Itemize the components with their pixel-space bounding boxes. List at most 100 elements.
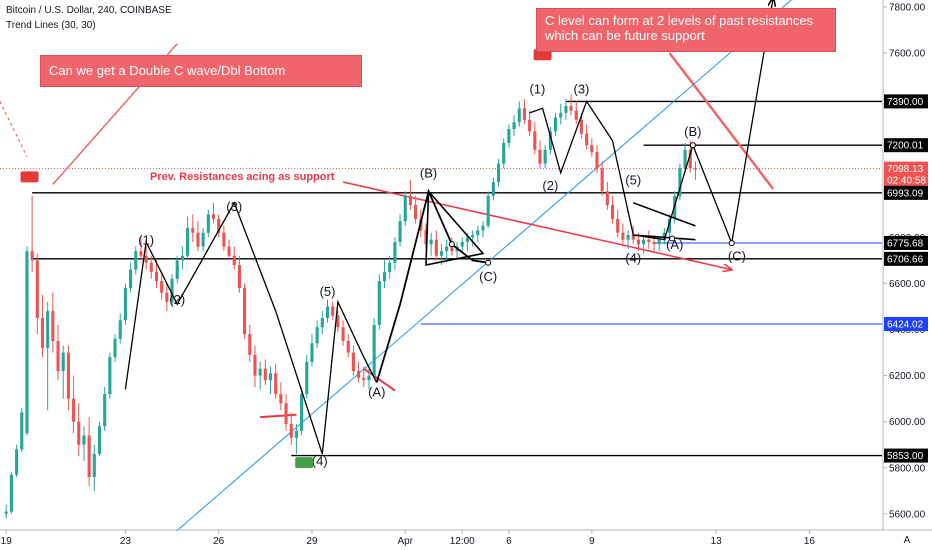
candle[interactable] (647, 230, 651, 249)
candle[interactable] (434, 230, 438, 261)
resistance-arrow[interactable] (342, 181, 732, 270)
candle[interactable] (533, 122, 537, 155)
candle[interactable] (574, 101, 578, 125)
candle[interactable] (289, 412, 293, 445)
candle[interactable] (320, 311, 324, 335)
candle[interactable] (217, 214, 221, 238)
candle[interactable] (367, 368, 371, 390)
candle[interactable] (341, 320, 345, 346)
candle[interactable] (564, 99, 568, 120)
candle[interactable] (559, 103, 563, 125)
candle[interactable] (77, 403, 81, 457)
red-mark-line[interactable] (260, 413, 297, 419)
candle[interactable] (253, 345, 257, 388)
wave-path[interactable] (375, 188, 489, 383)
candle[interactable] (40, 294, 45, 358)
candle[interactable] (294, 424, 298, 454)
price-tag[interactable] (884, 251, 928, 266)
candle[interactable] (206, 209, 210, 238)
candle[interactable] (196, 221, 200, 252)
candle[interactable] (170, 274, 174, 307)
triangle-pattern[interactable] (425, 189, 485, 266)
candle[interactable] (46, 301, 50, 411)
candle[interactable] (310, 334, 314, 367)
candle[interactable] (414, 195, 418, 224)
pivot-marker[interactable] (485, 259, 492, 266)
candle[interactable] (300, 387, 304, 436)
price-tag[interactable] (884, 448, 928, 463)
candle[interactable] (372, 318, 376, 378)
candle[interactable] (20, 407, 24, 452)
candle[interactable] (331, 301, 335, 321)
candle[interactable] (538, 140, 542, 169)
candle[interactable] (683, 142, 687, 173)
candle[interactable] (274, 364, 278, 399)
candle[interactable] (258, 361, 262, 390)
candle[interactable] (657, 237, 661, 252)
candle[interactable] (51, 292, 55, 353)
candle[interactable] (201, 228, 205, 252)
candle[interactable] (678, 163, 682, 201)
candle[interactable] (517, 101, 521, 127)
candle[interactable] (325, 299, 330, 323)
candle[interactable] (97, 421, 102, 457)
candle[interactable] (232, 246, 236, 270)
candle[interactable] (9, 472, 13, 514)
candle[interactable] (4, 504, 8, 519)
candle[interactable] (92, 444, 96, 491)
indicator-label[interactable]: Trend Lines (30, 30) (6, 20, 96, 31)
candle[interactable] (455, 241, 459, 261)
candle[interactable] (237, 255, 241, 293)
candle[interactable] (108, 352, 112, 399)
axis-mode-button[interactable]: A (904, 535, 911, 546)
candle[interactable] (569, 94, 573, 116)
candle[interactable] (595, 145, 599, 173)
trend-line[interactable] (161, 0, 794, 545)
candle[interactable] (471, 230, 475, 247)
candle[interactable] (186, 216, 190, 261)
candle[interactable] (263, 359, 267, 385)
candle[interactable] (305, 354, 309, 399)
candle[interactable] (35, 253, 39, 335)
pivot-marker[interactable] (669, 235, 676, 242)
price-tag[interactable] (884, 161, 928, 176)
candle[interactable] (222, 225, 226, 252)
price-tag[interactable] (884, 138, 928, 153)
candle[interactable] (165, 283, 169, 312)
candle[interactable] (398, 214, 402, 247)
candle[interactable] (129, 262, 133, 293)
pivot-marker[interactable] (448, 241, 455, 248)
candle[interactable] (512, 115, 516, 136)
pivot-marker[interactable] (689, 142, 696, 149)
candle[interactable] (460, 237, 464, 254)
candle[interactable] (61, 345, 65, 399)
price-tag[interactable] (884, 316, 928, 331)
candle[interactable] (243, 283, 247, 339)
candle[interactable] (382, 260, 387, 289)
candle[interactable] (357, 361, 361, 383)
time-axis[interactable] (0, 531, 932, 550)
candle[interactable] (87, 417, 91, 487)
candle[interactable] (610, 195, 615, 224)
price-tag[interactable] (884, 94, 928, 109)
candle[interactable] (662, 228, 666, 245)
candle[interactable] (621, 223, 625, 247)
candle[interactable] (429, 232, 433, 256)
candle[interactable] (388, 255, 392, 279)
candle[interactable] (139, 237, 143, 261)
wave-path[interactable] (529, 0, 774, 246)
candle[interactable] (336, 311, 340, 332)
candle[interactable] (585, 124, 589, 150)
candle[interactable] (507, 124, 511, 148)
candle[interactable] (486, 191, 490, 229)
candle[interactable] (118, 313, 122, 344)
candle[interactable] (227, 239, 231, 261)
candle[interactable] (211, 202, 216, 224)
candle[interactable] (191, 214, 195, 242)
candle[interactable] (351, 345, 355, 376)
candle[interactable] (377, 274, 381, 330)
candle[interactable] (543, 145, 547, 169)
candle[interactable] (56, 324, 60, 381)
candle[interactable] (393, 237, 397, 270)
